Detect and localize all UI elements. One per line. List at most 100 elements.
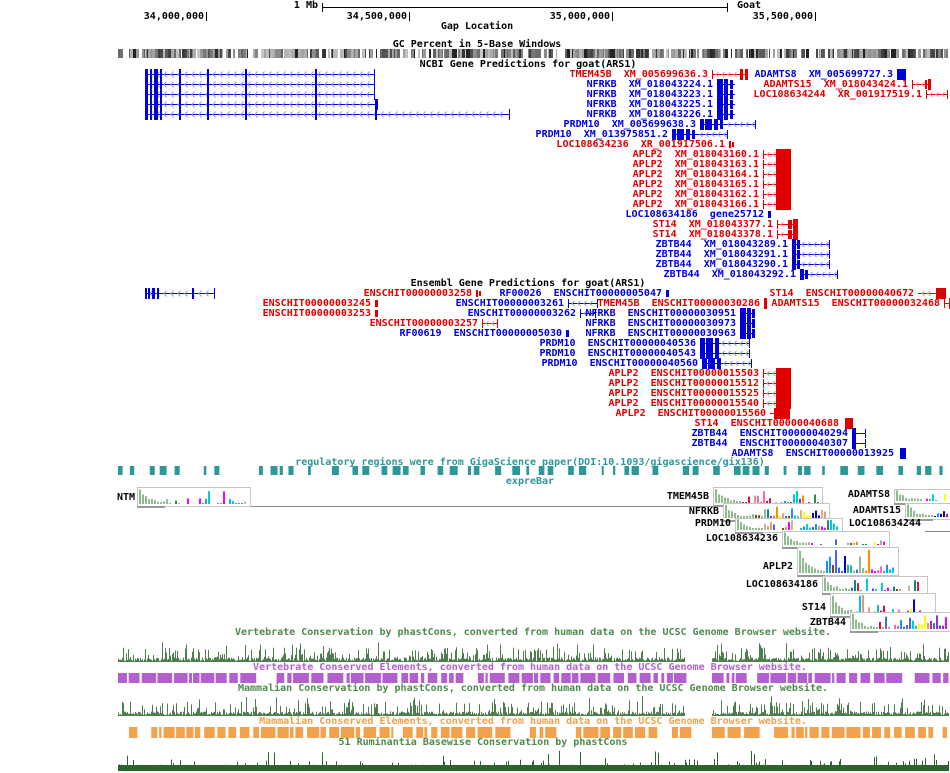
- gene-glyph-ENSCHIT00000003262[interactable]: [580, 308, 596, 319]
- gene-label-NFRKB[interactable]: NFRKB ENSCHIT00000030951: [585, 308, 736, 319]
- gene-label-LOC108634244[interactable]: LOC108634244 XR_001917519.1: [753, 89, 922, 100]
- gene-glyph-APLP2[interactable]: [763, 159, 791, 170]
- gene-label-APLP2[interactable]: APLP2 ENSCHIT00000015525: [608, 388, 759, 399]
- gene-label-LOC108634236[interactable]: LOC108634236 XR_001917506.1: [556, 139, 725, 150]
- gene-glyph-RF00026[interactable]: [666, 288, 669, 299]
- gene-glyph-ZBTB44[interactable]: [792, 239, 830, 250]
- gene-glyph-ADAMTS15[interactable]: [912, 79, 931, 90]
- gene-label-RF00619[interactable]: RF00619 ENSCHIT00000005030: [399, 328, 562, 339]
- gene-label-APLP2[interactable]: APLP2 ENSCHIT00000015503: [608, 368, 759, 379]
- gene-glyph-PRDM10[interactable]: [702, 358, 752, 369]
- gene-glyph-APLP2[interactable]: [763, 199, 791, 210]
- gene-label-ST14[interactable]: ST14 XM_018043377.1: [652, 219, 773, 230]
- gene-label-APLP2[interactable]: APLP2 XM_018043166.1: [632, 199, 759, 210]
- gene-label-NFRKB[interactable]: NFRKB XM_018043226.1: [586, 109, 713, 120]
- gene-label-ENSCHIT00000003253[interactable]: ENSCHIT00000003253: [262, 308, 371, 319]
- expre-label-ST14[interactable]: ST14: [801, 602, 826, 613]
- gene-label-ADAMTS8[interactable]: ADAMTS8 XM_005699727.3: [754, 69, 893, 80]
- gene-label-ENSCHIT00000003257[interactable]: ENSCHIT00000003257: [369, 318, 478, 329]
- expre-bars-NTM[interactable]: [138, 488, 248, 504]
- gene-glyph-ST14[interactable]: [777, 219, 798, 230]
- gene-glyph-PRDM10[interactable]: [700, 348, 750, 359]
- gene-label-PRDM10[interactable]: PRDM10 ENSCHIT00000040560: [541, 358, 698, 369]
- gene-glyph-APLP2[interactable]: [763, 149, 791, 160]
- gene-glyph-APLP2[interactable]: [763, 189, 791, 200]
- expre-bars-APLP2[interactable]: [798, 548, 896, 573]
- gene-glyph-APLP2[interactable]: [763, 378, 791, 389]
- gene-glyph-ZBTB44[interactable]: [852, 438, 866, 449]
- gene-label-ZBTB44[interactable]: ZBTB44 XM_018043292.1: [663, 269, 796, 280]
- gene-glyph-ADAMTS8[interactable]: [898, 448, 906, 459]
- gene-label-ADAMTS8[interactable]: ADAMTS8 ENSCHIT00000013925: [731, 448, 894, 459]
- gene-model[interactable]: [145, 69, 375, 80]
- gene-glyph-LOC108634244[interactable]: [926, 89, 948, 100]
- gene-glyph-PRDM10[interactable]: [700, 119, 756, 130]
- gene-label-APLP2[interactable]: APLP2 XM_018043162.1: [632, 189, 759, 200]
- gene-label-NFRKB[interactable]: NFRKB XM_018043224.1: [586, 79, 713, 90]
- gene-label-ENSCHIT00000003245[interactable]: ENSCHIT00000003245: [262, 298, 371, 309]
- expre-label-NFRKB[interactable]: NFRKB: [688, 506, 719, 517]
- gene-label-ZBTB44[interactable]: ZBTB44 XM_018043289.1: [655, 239, 788, 250]
- expre-label-PRDM10[interactable]: PRDM10: [694, 518, 731, 529]
- gene-label-TMEM45B[interactable]: TMEM45B ENSCHIT00000030286: [597, 298, 760, 309]
- gene-glyph-APLP2[interactable]: [770, 408, 790, 419]
- gene-glyph-ST14[interactable]: [918, 288, 946, 299]
- expre-label-NTM[interactable]: NTM: [117, 492, 136, 503]
- gene-model[interactable]: [145, 89, 375, 100]
- gene-glyph-ZBTB44[interactable]: [800, 269, 838, 280]
- expre-box-NTM[interactable]: [137, 487, 251, 507]
- gene-glyph-ZBTB44[interactable]: [792, 249, 830, 260]
- gene-label-RF00026[interactable]: RF00026 ENSCHIT00000005047: [499, 288, 662, 299]
- expre-label-APLP2[interactable]: APLP2: [762, 561, 793, 572]
- gene-glyph-NFRKB[interactable]: [740, 308, 755, 319]
- gene-glyph-NFRKB[interactable]: [740, 318, 755, 329]
- expre-label-LOC108634236[interactable]: LOC108634236: [705, 533, 778, 544]
- gene-glyph-ENSCHIT00000003257[interactable]: [482, 318, 498, 329]
- expre-bars-LOC108634244[interactable]: [925, 523, 950, 531]
- gene-glyph-APLP2[interactable]: [763, 398, 791, 409]
- gene-label-APLP2[interactable]: APLP2 ENSCHIT00000015512: [608, 378, 759, 389]
- gene-glyph-LOC108634236[interactable]: [729, 139, 734, 150]
- gene-glyph-ZBTB44[interactable]: [792, 259, 830, 270]
- gene-glyph-NFRKB[interactable]: [740, 328, 755, 339]
- gene-label-LOC108634186[interactable]: LOC108634186 gene25712: [625, 209, 764, 220]
- gene-glyph-ENSCHIT00000003258[interactable]: [476, 288, 481, 299]
- gene-label-APLP2[interactable]: APLP2 XM_018043163.1: [632, 159, 759, 170]
- gene-glyph-NFRKB[interactable]: [717, 89, 735, 100]
- gene-label-ST14[interactable]: ST14 ENSCHIT00000040672: [769, 288, 915, 299]
- gene-label-APLP2[interactable]: APLP2 XM_018043165.1: [632, 179, 759, 190]
- gene-label-ST14[interactable]: ST14 ENSCHIT00000040688: [694, 418, 840, 429]
- gene-glyph-APLP2[interactable]: [763, 368, 791, 379]
- expre-label-LOC108634244[interactable]: LOC108634244: [848, 518, 921, 529]
- gene-label-ADAMTS15[interactable]: ADAMTS15 XM_018043424.1: [763, 79, 909, 90]
- gene-model[interactable]: [145, 288, 215, 299]
- gene-glyph-NFRKB[interactable]: [717, 109, 735, 120]
- gene-glyph-APLP2[interactable]: [763, 179, 791, 190]
- gene-glyph-ENSCHIT00000003261[interactable]: [568, 298, 598, 309]
- gene-glyph-NFRKB[interactable]: [717, 99, 735, 110]
- gene-label-PRDM10[interactable]: PRDM10 ENSCHIT00000040536: [539, 338, 696, 349]
- gene-glyph-APLP2[interactable]: [763, 169, 791, 180]
- expre-bars-NFRKB[interactable]: [724, 504, 827, 518]
- gene-label-TMEM45B[interactable]: TMEM45B XM_005699636.3: [569, 69, 708, 80]
- gene-label-ZBTB44[interactable]: ZBTB44 ENSCHIT00000040294: [691, 428, 848, 439]
- gene-glyph-ST14[interactable]: [843, 418, 853, 429]
- gene-label-PRDM10[interactable]: PRDM10 XM_005699638.3: [563, 119, 696, 130]
- gene-glyph-TMEM45B[interactable]: [712, 69, 748, 80]
- gene-model[interactable]: [145, 79, 375, 90]
- gene-glyph-ST14[interactable]: [777, 229, 798, 240]
- gene-label-PRDM10[interactable]: PRDM10 ENSCHIT00000040543: [539, 348, 696, 359]
- gene-label-NFRKB[interactable]: NFRKB ENSCHIT00000030963: [585, 328, 736, 339]
- expre-label-ZBTB44[interactable]: ZBTB44: [809, 617, 846, 628]
- gene-label-APLP2[interactable]: APLP2 XM_018043160.1: [632, 149, 759, 160]
- gene-label-APLP2[interactable]: APLP2 ENSCHIT00000015540: [608, 398, 759, 409]
- expre-bars-LOC108634186[interactable]: [823, 577, 925, 591]
- gene-label-ENSCHIT00000003262[interactable]: ENSCHIT00000003262: [467, 308, 576, 319]
- gene-label-APLP2[interactable]: APLP2 ENSCHIT00000015560: [615, 408, 766, 419]
- expre-bars-LOC108634236[interactable]: [783, 532, 887, 545]
- gene-label-ENSCHIT00000003258[interactable]: ENSCHIT00000003258: [363, 288, 472, 299]
- expre-bars-ST14[interactable]: [831, 594, 933, 614]
- gene-glyph-PRDM10[interactable]: [700, 338, 750, 349]
- gene-glyph-ENSCHIT00000003253[interactable]: [375, 308, 378, 319]
- gene-glyph-ADAMTS8[interactable]: [897, 69, 906, 80]
